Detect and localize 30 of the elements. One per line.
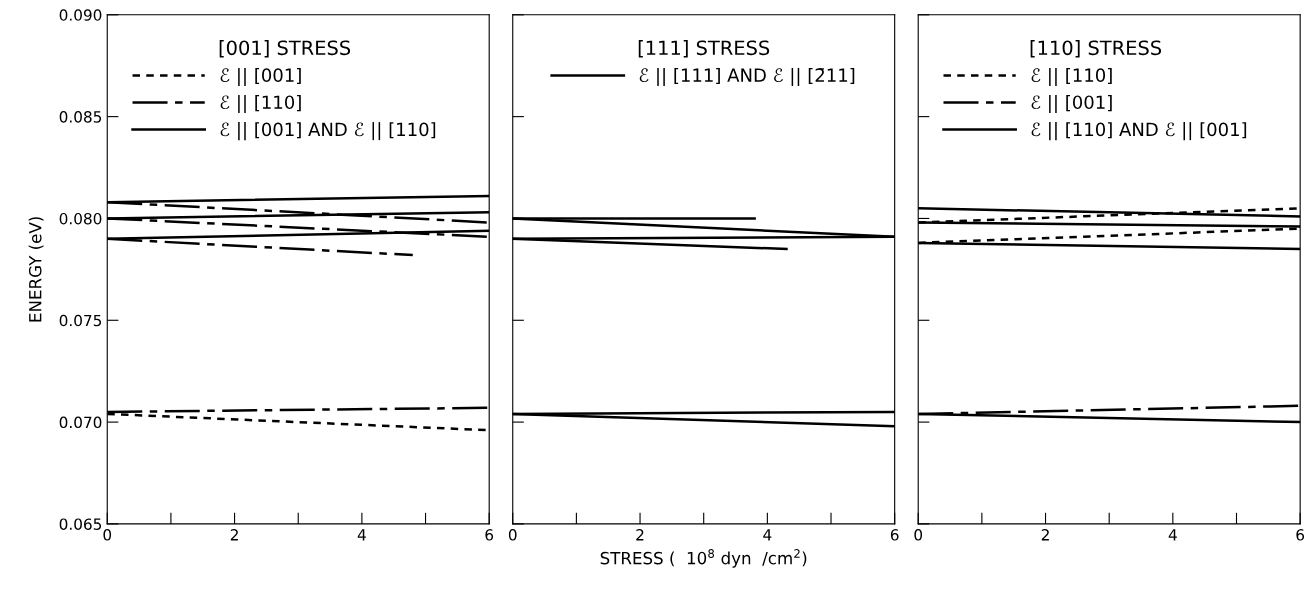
- y-axis-title: ENERGY (eV): [28, 217, 44, 322]
- x-tick-label: 0: [914, 529, 923, 541]
- x-tick-label: 6: [485, 529, 494, 541]
- legend-label: ℰ || [001] AND ℰ || [110]: [220, 122, 436, 141]
- legend-label: ℰ || [110] AND ℰ || [001]: [1031, 122, 1247, 141]
- x-tick-label: 6: [1296, 529, 1305, 541]
- x-tick-label: 6: [890, 529, 899, 541]
- y-tick-label: 0.070: [59, 416, 102, 429]
- legend-title: [111] STRESS: [638, 40, 770, 58]
- x-tick-label: 2: [1041, 529, 1049, 541]
- y-tick-label: 0.085: [59, 111, 102, 123]
- legend-label: ℰ || [110]: [1031, 67, 1112, 86]
- y-tick-label: 0.080: [59, 212, 102, 225]
- x-tick-label: 0: [103, 529, 112, 541]
- legend-label: ℰ || [001]: [220, 67, 301, 86]
- y-tick-label: 0.065: [59, 518, 102, 530]
- legend-label: ℰ || [001]: [1031, 95, 1112, 114]
- legend-title: [110] STRESS: [1030, 40, 1162, 58]
- legend-title: [001] STRESS: [219, 40, 351, 58]
- x-axis-title: STRESS ( 10$^{8}$ dyn /cm$^{2}$): [600, 549, 807, 568]
- y-tick-label: 0.075: [59, 314, 102, 327]
- x-tick-label: 4: [763, 529, 772, 541]
- x-tick-label: 2: [230, 529, 238, 541]
- x-tick-label: 0: [508, 529, 517, 541]
- y-tick-label: 0.090: [59, 9, 102, 21]
- legend-label: ℰ || [111] AND ℰ || [2̄11]: [639, 67, 855, 86]
- legend-label: ℰ || [110]: [220, 95, 301, 114]
- x-tick-label: 2: [636, 529, 644, 541]
- x-tick-label: 4: [357, 529, 366, 541]
- x-tick-label: 4: [1168, 529, 1177, 541]
